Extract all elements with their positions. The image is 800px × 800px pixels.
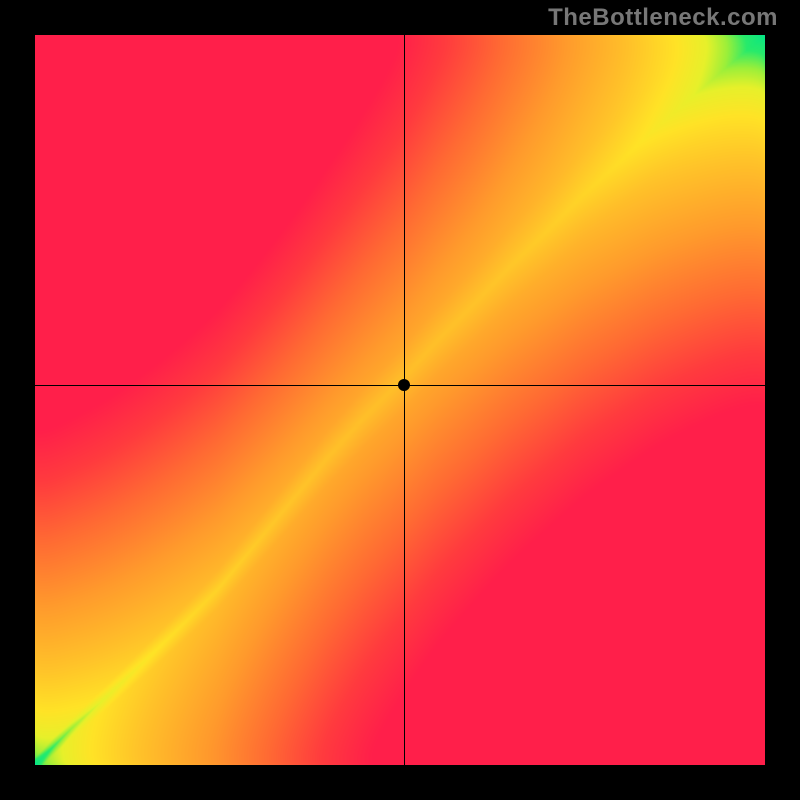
crosshair-marker [398, 379, 410, 391]
heatmap-canvas [35, 35, 765, 765]
watermark-text: TheBottleneck.com [548, 4, 778, 32]
crosshair-vertical [404, 35, 405, 765]
heatmap-plot [35, 35, 765, 765]
